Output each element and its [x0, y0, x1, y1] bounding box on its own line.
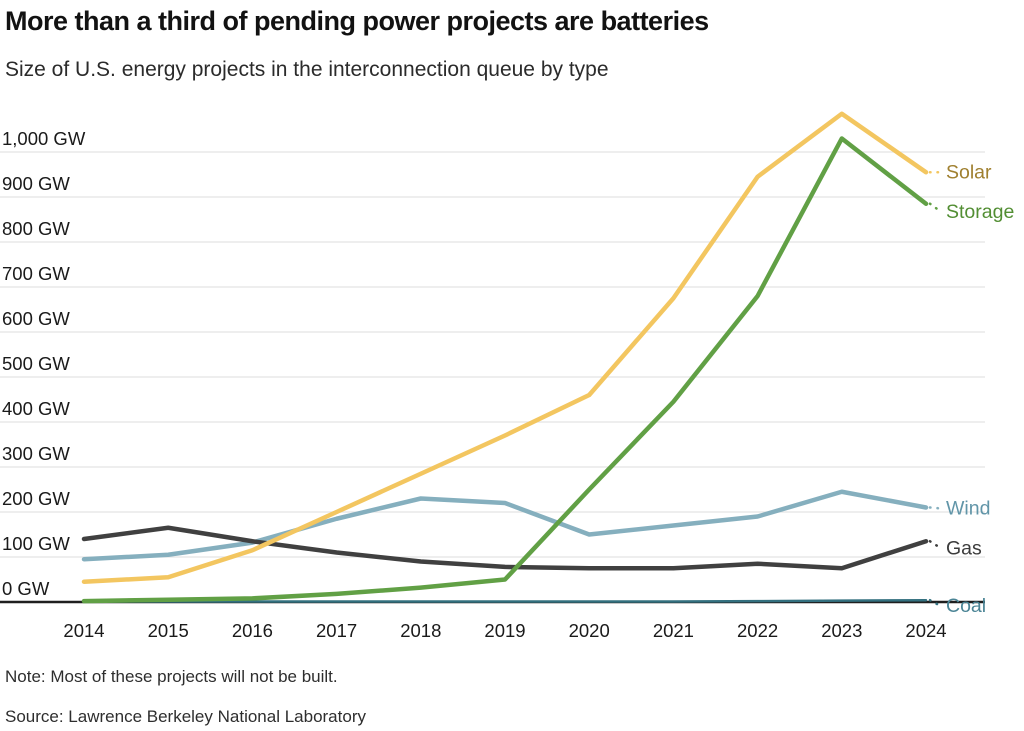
x-axis-tick-label: 2024: [905, 620, 946, 641]
y-axis-tick-label: 600 GW: [2, 308, 70, 329]
series-label-storage: Storage: [946, 201, 1014, 223]
label-connector-gas: [928, 540, 943, 550]
y-axis-tick-label: 800 GW: [2, 218, 70, 239]
x-axis-tick-label: 2015: [148, 620, 189, 641]
series-label-gas: Gas: [946, 537, 982, 559]
y-axis-tick-label: 200 GW: [2, 488, 70, 509]
chart-subtitle: Size of U.S. energy projects in the inte…: [5, 58, 609, 81]
x-axis-tick-label: 2018: [400, 620, 441, 641]
page-title: More than a third of pending power proje…: [5, 6, 709, 36]
y-axis-tick-label: 300 GW: [2, 443, 70, 464]
y-axis-tick-label: 100 GW: [2, 533, 70, 554]
label-connector-wind: [928, 506, 943, 510]
series-line-coal: [82, 598, 928, 603]
x-axis-tick-label: 2016: [232, 620, 273, 641]
series-label-solar: Solar: [946, 161, 992, 183]
x-axis-tick-label: 2017: [316, 620, 357, 641]
series-line-storage: [81, 136, 929, 604]
y-axis-tick-label: 1,000 GW: [2, 128, 86, 149]
y-axis-tick-label: 900 GW: [2, 173, 70, 194]
series-label-coal: Coal: [946, 595, 986, 617]
x-axis-tick-label: 2020: [569, 620, 610, 641]
y-axis-tick-label: 700 GW: [2, 263, 70, 284]
series-line-solar: [81, 111, 929, 584]
series-line-gas: [81, 525, 929, 571]
series-label-wind: Wind: [946, 498, 990, 520]
label-connector-coal: [928, 598, 943, 608]
x-axis-tick-label: 2019: [484, 620, 525, 641]
x-axis-tick-label: 2022: [737, 620, 778, 641]
label-connector-storage: [928, 202, 943, 213]
series-line-wind: [81, 489, 929, 562]
y-axis-tick-label: 0 GW: [2, 578, 50, 599]
x-axis-tick-label: 2014: [63, 620, 104, 641]
note-text: Note: Most of these projects will not be…: [5, 667, 338, 686]
source-text: Source: Lawrence Berkeley National Labor…: [5, 707, 366, 726]
y-axis-tick-label: 400 GW: [2, 398, 70, 419]
x-axis-tick-label: 2021: [653, 620, 694, 641]
x-axis-tick-label: 2023: [821, 620, 862, 641]
y-axis-tick-label: 500 GW: [2, 353, 70, 374]
